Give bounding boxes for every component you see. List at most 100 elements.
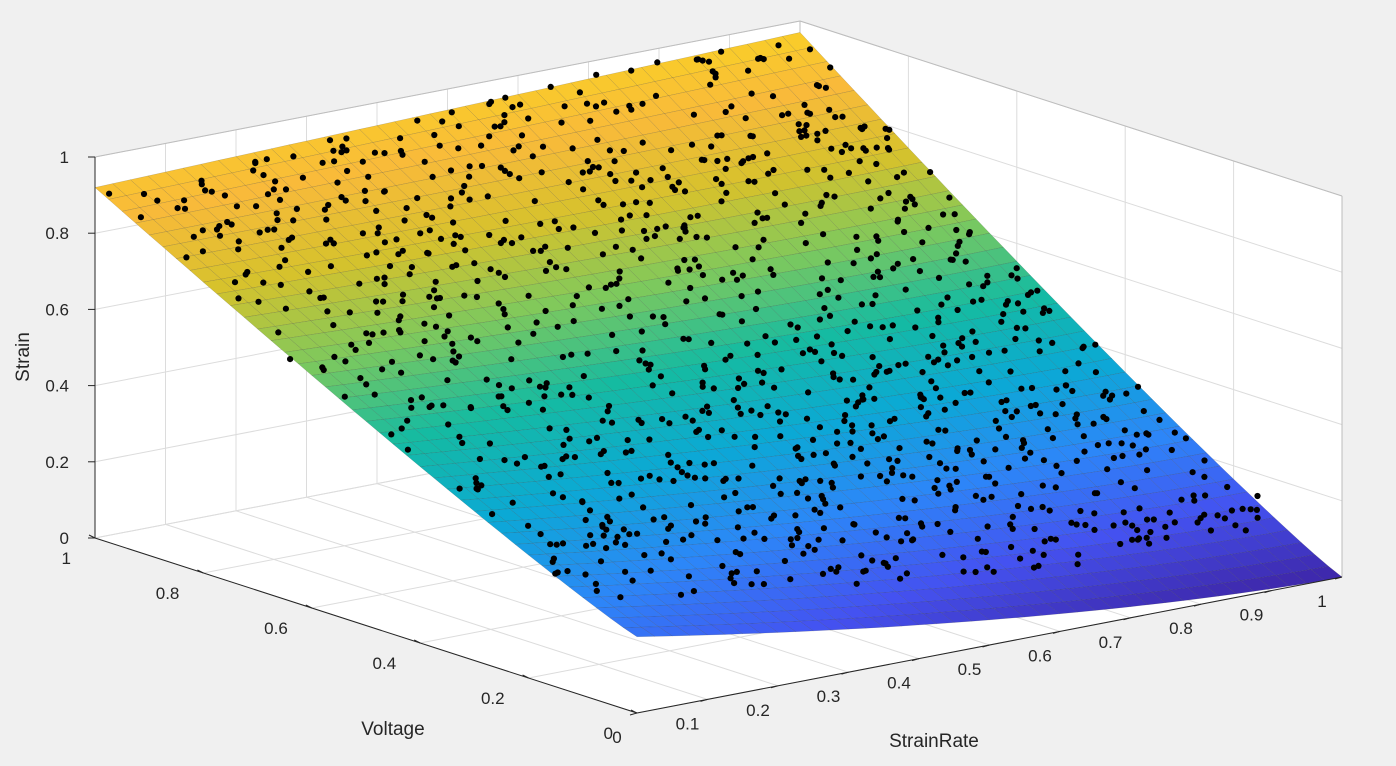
x-tick-mark (1334, 576, 1343, 580)
scatter-point (552, 570, 559, 577)
scatter-point (1129, 536, 1136, 543)
scatter-point (362, 198, 369, 205)
scatter-point (363, 252, 370, 259)
scatter-point (1221, 515, 1228, 522)
scatter-point (455, 123, 462, 130)
scatter-point (640, 227, 648, 235)
scatter-point (816, 291, 823, 298)
scatter-point (616, 495, 623, 502)
scatter-point (327, 263, 334, 270)
scatter-point (1105, 440, 1112, 447)
scatter-point (183, 254, 190, 261)
scatter-point (430, 304, 438, 311)
x-tick-label: 0.2 (746, 701, 770, 720)
scatter-point (848, 145, 855, 152)
scatter-point (515, 143, 522, 150)
surface-patch (261, 311, 294, 327)
scatter-point (1103, 416, 1110, 423)
scatter-point (792, 445, 799, 452)
scatter-point (794, 489, 801, 496)
scatter-point (787, 576, 794, 583)
scatter-point (448, 109, 455, 116)
surface-patch (235, 152, 268, 170)
surface-patch (732, 245, 766, 264)
scatter-point (731, 580, 738, 587)
scatter-point (487, 266, 494, 273)
scatter-point (822, 450, 830, 457)
surface-patch (652, 228, 686, 246)
scatter-point (722, 108, 729, 116)
scatter-point (1143, 430, 1150, 437)
scatter-point (862, 147, 869, 154)
surface-patch (627, 264, 660, 282)
scatter-point (722, 165, 729, 172)
surface-patch (1197, 482, 1231, 499)
scatter-point (682, 413, 689, 420)
scatter-point (678, 469, 686, 476)
surface-patch (851, 617, 885, 629)
scatter-point (432, 278, 439, 285)
surface-patch (1239, 577, 1273, 592)
scatter-point (374, 309, 381, 316)
scatter-point (1000, 311, 1007, 318)
scatter-point (938, 301, 945, 308)
scatter-point (742, 115, 749, 122)
surface-patch (685, 87, 718, 107)
surface-patch (958, 218, 991, 238)
scatter-point (741, 380, 748, 387)
scatter-point (754, 351, 761, 358)
scatter-point (1046, 507, 1053, 514)
surface-patch (612, 388, 645, 404)
scatter-point (804, 495, 812, 502)
scatter-point (501, 112, 508, 119)
surface-patch (189, 266, 222, 283)
scatter-point (1018, 385, 1025, 392)
scatter-point (500, 306, 507, 313)
scatter-point (910, 536, 917, 543)
scatter-point (1253, 506, 1260, 513)
scatter-point (718, 427, 725, 434)
scatter-point (835, 294, 842, 301)
scatter-point (456, 433, 463, 440)
scatter-point (431, 287, 438, 294)
scatter-point (1001, 347, 1008, 354)
scatter-point (216, 232, 224, 239)
scatter-point (886, 336, 894, 343)
scatter-point (759, 215, 766, 222)
surface-patch (1107, 371, 1140, 390)
scatter-point (854, 246, 861, 253)
scatter-point (637, 475, 645, 482)
scatter-point (759, 379, 766, 386)
surface-patch (494, 444, 527, 459)
scatter-point (1002, 433, 1010, 440)
scatter-point (595, 164, 602, 171)
surface-patch (960, 350, 993, 368)
scatter-point (850, 521, 857, 528)
scatter-point (884, 135, 891, 142)
scatter-point (542, 384, 549, 391)
scatter-point (667, 556, 675, 563)
surface-patch (658, 59, 691, 78)
surface-patch (139, 203, 172, 220)
scatter-point (566, 384, 573, 391)
scatter-point (564, 244, 571, 251)
x-tick-label: 0.5 (958, 660, 982, 679)
scatter-point (676, 235, 683, 242)
scatter-point (944, 362, 952, 369)
scatter-point (326, 137, 334, 144)
surface-patch (765, 319, 798, 337)
scatter-point (894, 216, 902, 223)
scatter-point (330, 147, 337, 154)
scatter-point (867, 255, 875, 262)
scatter-point (826, 106, 833, 113)
scatter-point (1008, 543, 1015, 551)
scatter-point (902, 198, 910, 205)
surface-patch (548, 100, 581, 119)
scatter-point (669, 390, 676, 397)
scatter-point (755, 244, 762, 251)
surface-patch (801, 375, 835, 393)
scatter-point (563, 453, 570, 460)
scatter-point (628, 67, 635, 74)
scatter-point (795, 121, 802, 128)
scatter-point (892, 555, 899, 562)
